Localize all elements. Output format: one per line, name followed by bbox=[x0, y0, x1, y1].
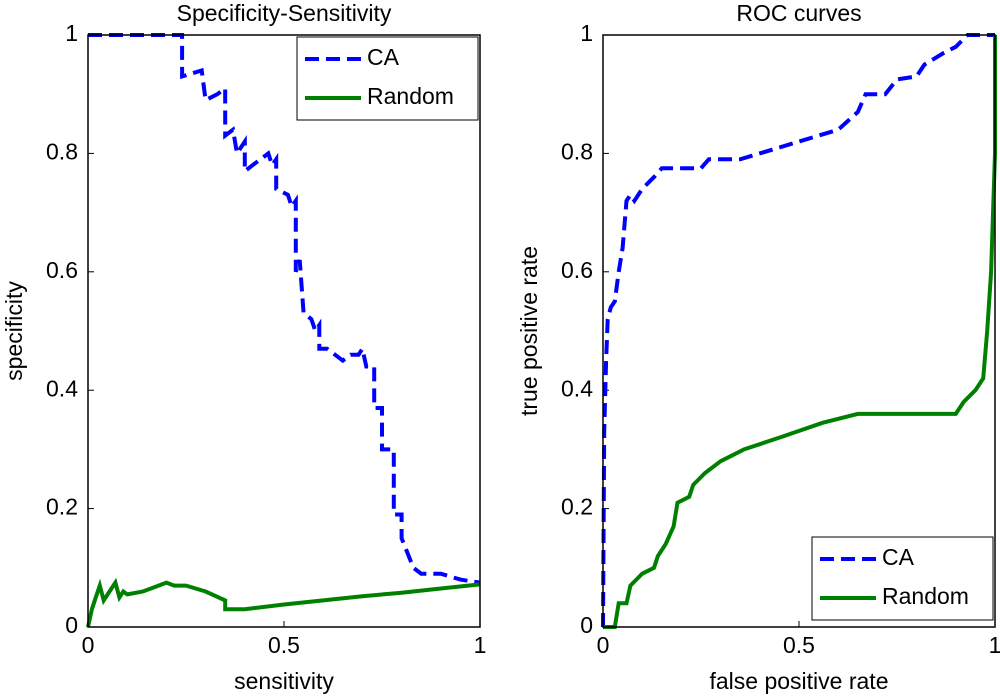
x-tick-label: 0 bbox=[82, 632, 95, 658]
y-axis-label: true positive rate bbox=[516, 246, 542, 416]
y-tick-label: 1 bbox=[65, 20, 78, 46]
legend-label: CA bbox=[882, 544, 915, 570]
axes-box bbox=[87, 34, 481, 628]
data-line bbox=[601, 33, 995, 628]
y-tick-label: 1 bbox=[580, 20, 593, 46]
legend-label: Random bbox=[882, 583, 969, 609]
axes-box bbox=[602, 34, 996, 628]
data-line bbox=[603, 35, 997, 629]
x-tick-label: 1 bbox=[989, 632, 1000, 658]
y-tick-label: 0 bbox=[580, 612, 593, 638]
legend-label: CA bbox=[367, 44, 400, 70]
legend-label: Random bbox=[367, 83, 454, 109]
y-tick-label: 0.4 bbox=[46, 375, 78, 401]
x-axis-label: false positive rate bbox=[710, 668, 889, 694]
y-tick-label: 0.6 bbox=[46, 257, 78, 283]
chart-title: ROC curves bbox=[736, 0, 861, 26]
y-tick-label: 0 bbox=[65, 612, 78, 638]
legend-box bbox=[296, 36, 479, 121]
data-line bbox=[88, 33, 481, 585]
x-tick-label: 1 bbox=[474, 632, 487, 658]
data-line bbox=[86, 577, 481, 628]
x-tick-label: 0 bbox=[597, 632, 610, 658]
legend: CA Random bbox=[296, 36, 479, 121]
legend-box bbox=[811, 536, 994, 621]
legend: CA Random bbox=[811, 536, 994, 621]
x-axis-label: sensitivity bbox=[234, 668, 334, 694]
y-tick-label: 0.6 bbox=[561, 257, 593, 283]
y-tick-label: 0.4 bbox=[561, 375, 593, 401]
chart-title: Specificity-Sensitivity bbox=[177, 0, 392, 26]
y-axis-label: specificity bbox=[1, 281, 27, 381]
x-tick-label: 0.5 bbox=[783, 632, 815, 658]
x-tick-label: 0.5 bbox=[268, 632, 300, 658]
y-tick-label: 0.2 bbox=[561, 494, 593, 520]
y-tick-label: 0.8 bbox=[561, 138, 593, 164]
y-tick-label: 0.8 bbox=[46, 138, 78, 164]
y-tick-label: 0.2 bbox=[46, 494, 78, 520]
